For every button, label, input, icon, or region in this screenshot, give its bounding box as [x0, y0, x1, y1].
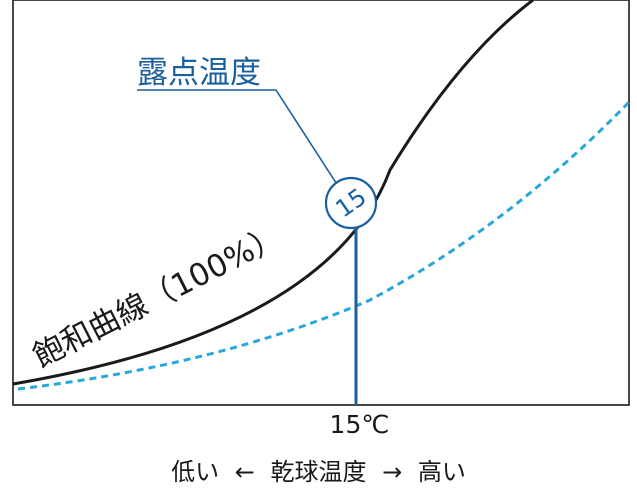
axis-name: 乾球温度 — [270, 458, 367, 486]
dew-point-label: 露点温度 — [137, 55, 261, 91]
callout-leader-line — [137, 89, 341, 190]
plot-frame — [12, 0, 630, 406]
dew-point-marker-circle — [324, 176, 378, 230]
relative-humidity-curve — [17, 98, 633, 391]
saturation-curve-label: 飽和曲線（100%） — [27, 218, 288, 375]
x-axis-caption: 低い ← 乾球温度 → 高い — [0, 452, 637, 487]
left-arrow-icon: ← — [234, 458, 255, 486]
right-arrow-icon: → — [382, 458, 403, 486]
axis-high-label: 高い — [417, 458, 466, 486]
temperature-tick-label: 15℃ — [329, 410, 390, 439]
axis-low-label: 低い — [171, 458, 220, 486]
